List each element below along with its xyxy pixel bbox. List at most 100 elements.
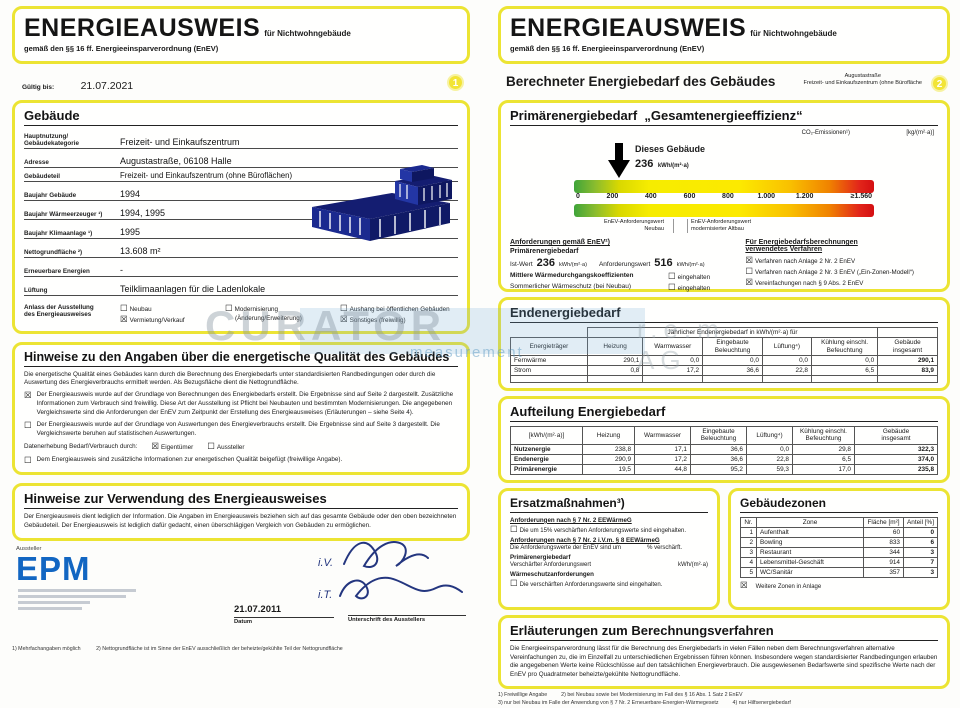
field-row: Baujahr Gebäude 1994: [24, 182, 458, 201]
doc-subtitle: gemäß den §§ 16 ff. Energieeinsparverord…: [510, 44, 705, 53]
checkbox-icon: ☐: [510, 577, 518, 588]
column-header: Nr.: [740, 516, 757, 529]
field-value: Augustastraße, 06108 Halle: [120, 156, 232, 166]
checkbox-paragraph: ☐ Der Energieausweis wurde auf der Grund…: [24, 419, 440, 437]
gebaeude-section: Gebäude Hauptnutzung/ Gebäudekategorie Fr…: [12, 100, 470, 334]
field-label: Baujahr Wärmeerzeuger ¹): [24, 210, 103, 218]
aufteilung-title: Aufteilung Energiebedarf: [510, 404, 938, 423]
datenerhebung-row: Datenerhebung Bedarf/Verbrauch durch: ☒ E…: [24, 442, 458, 453]
column-header: Warmwasser: [642, 337, 704, 357]
column-header: Kühlung einschl. Befeuchtung: [792, 426, 855, 445]
primaerenergie-section: Primärenergiebedarf „Gesamtenergieeffizi…: [498, 100, 950, 292]
date-label: Datum: [234, 618, 253, 625]
energy-scale: Dieses Gebäude 236 kWh/(m²·a) 0 200 400 …: [574, 140, 874, 237]
hinweise-verwendung-title: Hinweise zur Verwendung des Energieauswe…: [24, 491, 458, 509]
field-label: Nettogrundfläche ²): [24, 248, 83, 256]
primaerenergie-title: Primärenergiebedarf „Gesamtenergieeffizi…: [510, 108, 938, 126]
zonen-table: Nr. Zone Fläche [m²] Anteil [%] 1 Aufenth…: [740, 516, 938, 579]
doc-title-suffix: für Nichtwohngebäude: [750, 29, 837, 38]
hinweise-qualitaet-section: Hinweise zu den Angaben über die energet…: [12, 341, 470, 475]
scale-ticks: 0 200 400 600 800 1.000 1.200 ≥1.560: [576, 193, 872, 200]
ist-wert-row: Ist-Wert 236 kWh/(m²·a) Anforderungswert…: [510, 257, 705, 269]
table-row: 2 Bowling 833 6: [740, 537, 938, 549]
field-value: 13.608 m²: [120, 246, 161, 256]
checkbox-icon: ☐: [745, 266, 754, 276]
page-1: ENERGIEAUSWEIS für Nichtwohngebäude gemäß…: [12, 0, 470, 652]
field-label: Erneuerbare Energien: [24, 267, 90, 275]
endenergie-title: Endenergiebedarf: [510, 305, 938, 323]
checkbox-icon: ☐: [120, 303, 128, 313]
field-value: 1995: [120, 227, 141, 237]
down-arrow-icon: [608, 143, 630, 178]
address-ref: Augustastraße Freizeit- und Einkaufszent…: [803, 73, 922, 87]
checkbox-option: ☐ Aushang bei öffentlichen Gebäuden: [340, 303, 450, 313]
enev-neubau-label: EnEV-Anforderungswert Neubau: [603, 219, 664, 232]
column-header: Fläche [m²]: [863, 516, 904, 529]
field-label: Baujahr Klimaanlage ¹): [24, 229, 93, 237]
field-value: 1994: [120, 189, 141, 199]
signature-label: Unterschrift des Ausstellers: [348, 616, 426, 623]
checkbox-option: ☐ Modernisierung: [225, 303, 279, 313]
signature-prefix-2: i.T.: [318, 589, 332, 601]
checkbox-option: ☒ Vereinfachungen nach § 9 Abs. 2 EnEV: [745, 277, 864, 287]
signature-prefix-1: i.V.: [318, 557, 333, 569]
u-wert-row: Mittlere Wärmedurchgangskoeffizienten ☐ e…: [510, 271, 711, 281]
checkbox-icon: ☐: [510, 523, 518, 534]
waermeschutz-row: Sommerlicher Wärmeschutz (bei Neubau) ☐ e…: [510, 282, 711, 292]
table-row: 4 Lebensmittel-Geschäft 914 7: [740, 557, 938, 569]
datenerhebung-label: Datenerhebung Bedarf/Verbrauch durch:: [24, 443, 138, 451]
page-number-badge: 2: [931, 75, 948, 92]
anlass-label: Anlass der Ausstellung des Energieauswei…: [24, 304, 94, 318]
checkbox-icon: ☒: [740, 580, 748, 591]
field-row: Hauptnutzung/ Gebäudekategorie Freizeit- …: [24, 130, 458, 149]
checkbox-option: ☒ Vermietung/Verkauf: [120, 313, 185, 324]
row-header: Primärenergie: [510, 463, 583, 475]
scale-reference-labels: EnEV-Anforderungswert Neubau EnEV-Anford…: [574, 219, 874, 237]
anlass-checkboxes: ☐ Neubau ☒ Vermietung/Verkauf ☐ Modernisier…: [120, 304, 458, 326]
field-value: Freizeit- und Einkaufszentrum: [120, 137, 240, 147]
footnotes-1: 1) Mehrfachangaben möglich 2) Nettogrund…: [12, 645, 343, 652]
checkbox-option-sub: (Änderung/Erweiterung): [235, 314, 302, 322]
checkbox-option: ☐ Neubau: [120, 303, 152, 313]
page-number-badge: 1: [447, 74, 464, 91]
valid-until-label: Gültig bis:: [22, 84, 55, 91]
row-header: Nutzenergie: [510, 443, 583, 455]
valid-row: Gültig bis: 21.07.2021 1: [12, 74, 470, 92]
page-2: ENERGIEAUSWEIS für Nichtwohngebäude gemäß…: [498, 0, 950, 708]
checkbox-option: ☒ Verfahren nach Anlage 2 Nr. 2 EnEV: [745, 255, 856, 265]
paragraph: Der Energieausweis dient lediglich der I…: [24, 512, 457, 529]
checkbox-paragraph: ☐ Dem Energieausweis sind zusätzliche In…: [24, 455, 343, 466]
checkbox-icon: ☐: [24, 419, 32, 430]
checkbox-icon: ☒: [745, 255, 754, 265]
field-row: Erneuerbare Energien -: [24, 258, 458, 277]
field-value: -: [120, 265, 123, 275]
primary-energy-unit: kWh/(m²·a): [657, 163, 689, 169]
verfahren-title: Für Energiebedarfsberechnungen verwendet…: [745, 239, 858, 253]
checkbox-icon: ☐: [207, 441, 215, 452]
row-header: Strom: [510, 365, 588, 377]
requirements-left: Anforderungen gemäß EnEV²) Primärenergie…: [510, 239, 745, 292]
checkbox-icon: ☒: [120, 313, 128, 324]
table-row: Endenergie 290,9 17,2 36,6 22,8 6,5 374,…: [510, 453, 938, 465]
column-header: Eingebaute Beleuchtung: [690, 426, 747, 445]
column-header: Heizung: [582, 426, 635, 445]
page2-title-row: Berechneter Energiebedarf des Gebäudes A…: [498, 73, 950, 95]
checkbox-icon: ☐: [668, 282, 676, 292]
gebaeudezonen-section: Gebäudezonen Nr. Zone Fläche [m²] Anteil…: [728, 487, 950, 610]
field-label: Gebäudeteil: [24, 172, 61, 180]
table-row: Strom 0,8 17,2 36,6 22,8 6,5 83,9: [510, 365, 938, 377]
doc-subtitle: gemäß den §§ 16 ff. Energieeinsparverord…: [24, 44, 219, 53]
doc-title: ENERGIEAUSWEIS: [24, 14, 261, 42]
field-label: Baujahr Gebäude: [24, 191, 77, 199]
bottom-boxes-row: Ersatzmaßnahmen³) Anforderungen nach § 7…: [498, 487, 950, 610]
footnotes-2: 1) Freiwillige Angabe 2) bei Neubau sowie…: [498, 692, 791, 706]
aussteller-block: Aussteller EPM i.V. i.T. 21.07.2011 Datu…: [12, 540, 470, 642]
aufteilung-table: [kWh/(m²·a)] Heizung Warmwasser Eingebau…: [510, 426, 938, 475]
field-row: Baujahr Klimaanlage ¹) 1995: [24, 220, 458, 239]
column-header: Heizung: [586, 337, 644, 357]
table-row-empty: [510, 375, 938, 384]
gebaeude-title: Gebäude: [24, 108, 458, 126]
checkbox-icon: ☐: [24, 455, 32, 466]
checkbox-option: ☐ eingehalten: [668, 271, 711, 281]
field-row: Nettogrundfläche ²) 13.608 m²: [24, 239, 458, 258]
